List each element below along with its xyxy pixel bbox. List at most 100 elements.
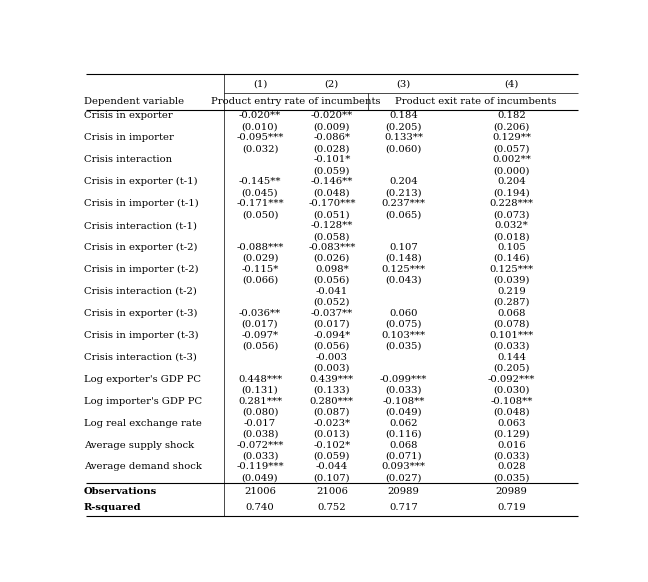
Text: Crisis interaction (t-2): Crisis interaction (t-2) <box>84 287 197 296</box>
Text: (0.017): (0.017) <box>242 320 279 329</box>
Text: (0.116): (0.116) <box>386 430 422 439</box>
Text: Crisis in importer: Crisis in importer <box>84 133 174 142</box>
Text: 0.133**: 0.133** <box>384 133 423 142</box>
Text: Product entry rate of incumbents: Product entry rate of incumbents <box>211 97 380 106</box>
Text: 20989: 20989 <box>388 487 420 495</box>
Text: Log importer's GDP PC: Log importer's GDP PC <box>84 397 202 406</box>
Text: 0.182: 0.182 <box>497 111 526 120</box>
Text: -0.083***: -0.083*** <box>308 243 356 252</box>
Text: (1): (1) <box>253 79 267 88</box>
Text: (0.032): (0.032) <box>242 144 278 153</box>
Text: -0.170***: -0.170*** <box>308 199 356 208</box>
Text: 0.204: 0.204 <box>389 177 418 186</box>
Text: -0.128**: -0.128** <box>310 221 353 230</box>
Text: (0.029): (0.029) <box>242 254 278 263</box>
Text: -0.119***: -0.119*** <box>237 463 284 471</box>
Text: Log real exchange rate: Log real exchange rate <box>84 418 202 428</box>
Text: 0.063: 0.063 <box>497 418 526 428</box>
Text: -0.088***: -0.088*** <box>237 243 284 252</box>
Text: -0.020**: -0.020** <box>311 111 353 120</box>
Text: (0.133): (0.133) <box>314 386 350 395</box>
Text: -0.101*: -0.101* <box>313 155 351 164</box>
Text: 0.204: 0.204 <box>497 177 526 186</box>
Text: 0.144: 0.144 <box>497 353 526 362</box>
Text: Crisis interaction (t-3): Crisis interaction (t-3) <box>84 353 197 362</box>
Text: (0.003): (0.003) <box>314 364 350 372</box>
Text: 0.740: 0.740 <box>246 503 274 512</box>
Text: -0.086*: -0.086* <box>314 133 351 142</box>
Text: -0.095***: -0.095*** <box>237 133 284 142</box>
Text: (0.205): (0.205) <box>386 122 422 132</box>
Text: Crisis in importer (t-3): Crisis in importer (t-3) <box>84 331 199 340</box>
Text: (0.075): (0.075) <box>386 320 422 329</box>
Text: (0.194): (0.194) <box>493 188 530 197</box>
Text: (0.027): (0.027) <box>386 473 422 482</box>
Text: -0.102*: -0.102* <box>313 441 351 449</box>
Text: -0.072***: -0.072*** <box>237 441 284 449</box>
Text: (0.071): (0.071) <box>386 452 422 460</box>
Text: (0.013): (0.013) <box>314 430 350 439</box>
Text: (0.131): (0.131) <box>242 386 279 395</box>
Text: 0.002**: 0.002** <box>492 155 531 164</box>
Text: -0.097*: -0.097* <box>242 331 279 340</box>
Text: (0.107): (0.107) <box>314 473 350 482</box>
Text: (0.052): (0.052) <box>314 298 350 307</box>
Text: (0.010): (0.010) <box>242 122 279 132</box>
Text: -0.115*: -0.115* <box>241 265 279 274</box>
Text: (0.066): (0.066) <box>242 276 278 285</box>
Text: 21006: 21006 <box>244 487 276 495</box>
Text: -0.017: -0.017 <box>244 418 276 428</box>
Text: R-squared: R-squared <box>84 503 142 512</box>
Text: (0.050): (0.050) <box>242 210 278 219</box>
Text: Crisis in exporter: Crisis in exporter <box>84 111 173 120</box>
Text: (0.087): (0.087) <box>314 407 350 417</box>
Text: (0.038): (0.038) <box>242 430 278 439</box>
Text: 20989: 20989 <box>496 487 527 495</box>
Text: (0.206): (0.206) <box>493 122 529 132</box>
Text: (0.030): (0.030) <box>493 386 529 395</box>
Text: Crisis in exporter (t-3): Crisis in exporter (t-3) <box>84 309 198 318</box>
Text: (0.049): (0.049) <box>386 407 422 417</box>
Text: (0.148): (0.148) <box>386 254 422 263</box>
Text: 21006: 21006 <box>316 487 348 495</box>
Text: 0.125***: 0.125*** <box>489 265 533 274</box>
Text: (0.073): (0.073) <box>493 210 529 219</box>
Text: 0.228***: 0.228*** <box>489 199 533 208</box>
Text: (0.028): (0.028) <box>314 144 350 153</box>
Text: 0.107: 0.107 <box>389 243 418 252</box>
Text: (0.009): (0.009) <box>314 122 350 132</box>
Text: -0.044: -0.044 <box>316 463 348 471</box>
Text: 0.281***: 0.281*** <box>238 397 282 406</box>
Text: (0.049): (0.049) <box>242 473 279 482</box>
Text: 0.448***: 0.448*** <box>238 375 282 384</box>
Text: Log exporter's GDP PC: Log exporter's GDP PC <box>84 375 201 384</box>
Text: -0.108**: -0.108** <box>490 397 533 406</box>
Text: 0.101***: 0.101*** <box>489 331 533 340</box>
Text: Crisis in exporter (t-2): Crisis in exporter (t-2) <box>84 243 198 252</box>
Text: (0.146): (0.146) <box>493 254 529 263</box>
Text: -0.145**: -0.145** <box>238 177 281 186</box>
Text: (0.033): (0.033) <box>386 386 422 395</box>
Text: 0.098*: 0.098* <box>315 265 349 274</box>
Text: (0.057): (0.057) <box>493 144 529 153</box>
Text: Observations: Observations <box>84 487 157 495</box>
Text: 0.219: 0.219 <box>497 287 526 296</box>
Text: (0.035): (0.035) <box>386 342 422 351</box>
Text: (0.059): (0.059) <box>314 452 350 460</box>
Text: 0.068: 0.068 <box>389 441 418 449</box>
Text: (0.026): (0.026) <box>314 254 350 263</box>
Text: (0.017): (0.017) <box>314 320 350 329</box>
Text: 0.237***: 0.237*** <box>382 199 426 208</box>
Text: (0.056): (0.056) <box>314 342 350 351</box>
Text: 0.016: 0.016 <box>497 441 526 449</box>
Text: -0.094*: -0.094* <box>313 331 351 340</box>
Text: 0.439***: 0.439*** <box>310 375 354 384</box>
Text: -0.003: -0.003 <box>316 353 348 362</box>
Text: Crisis in importer (t-2): Crisis in importer (t-2) <box>84 265 199 274</box>
Text: (0.048): (0.048) <box>314 188 350 197</box>
Text: 0.093***: 0.093*** <box>382 463 426 471</box>
Text: (0.051): (0.051) <box>314 210 350 219</box>
Text: (0.000): (0.000) <box>493 166 529 175</box>
Text: -0.036**: -0.036** <box>239 309 281 318</box>
Text: (0.033): (0.033) <box>493 342 529 351</box>
